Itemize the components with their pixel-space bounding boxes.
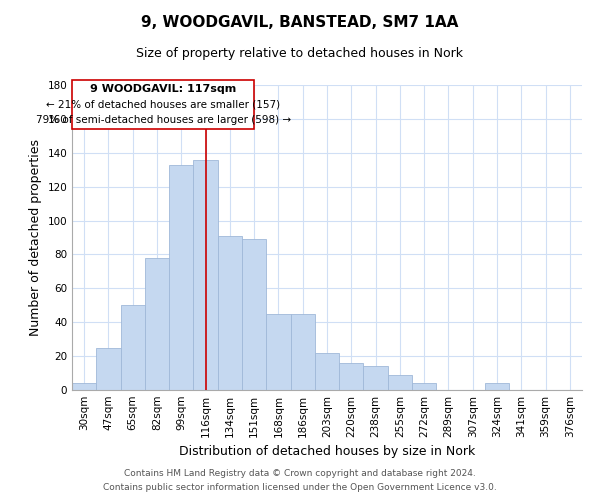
Bar	[266, 314, 290, 390]
Text: Size of property relative to detached houses in Nork: Size of property relative to detached ho…	[137, 48, 464, 60]
Bar	[193, 160, 218, 390]
X-axis label: Distribution of detached houses by size in Nork: Distribution of detached houses by size …	[179, 446, 475, 458]
Text: ← 21% of detached houses are smaller (157): ← 21% of detached houses are smaller (15…	[46, 100, 280, 110]
Bar	[315, 352, 339, 390]
Bar	[169, 164, 193, 390]
Text: Contains public sector information licensed under the Open Government Licence v3: Contains public sector information licen…	[103, 484, 497, 492]
Bar	[121, 306, 145, 390]
Text: Contains HM Land Registry data © Crown copyright and database right 2024.: Contains HM Land Registry data © Crown c…	[124, 468, 476, 477]
Y-axis label: Number of detached properties: Number of detached properties	[29, 139, 42, 336]
Bar	[485, 383, 509, 390]
Text: 9, WOODGAVIL, BANSTEAD, SM7 1AA: 9, WOODGAVIL, BANSTEAD, SM7 1AA	[142, 15, 458, 30]
Text: 9 WOODGAVIL: 117sqm: 9 WOODGAVIL: 117sqm	[90, 84, 236, 94]
Bar	[290, 314, 315, 390]
Bar	[339, 363, 364, 390]
Bar	[145, 258, 169, 390]
Bar	[412, 383, 436, 390]
Bar	[72, 383, 96, 390]
Bar	[388, 375, 412, 390]
Text: 79% of semi-detached houses are larger (598) →: 79% of semi-detached houses are larger (…	[35, 115, 290, 125]
Bar	[242, 239, 266, 390]
FancyBboxPatch shape	[72, 80, 254, 129]
Bar	[364, 366, 388, 390]
Bar	[96, 348, 121, 390]
Bar	[218, 236, 242, 390]
